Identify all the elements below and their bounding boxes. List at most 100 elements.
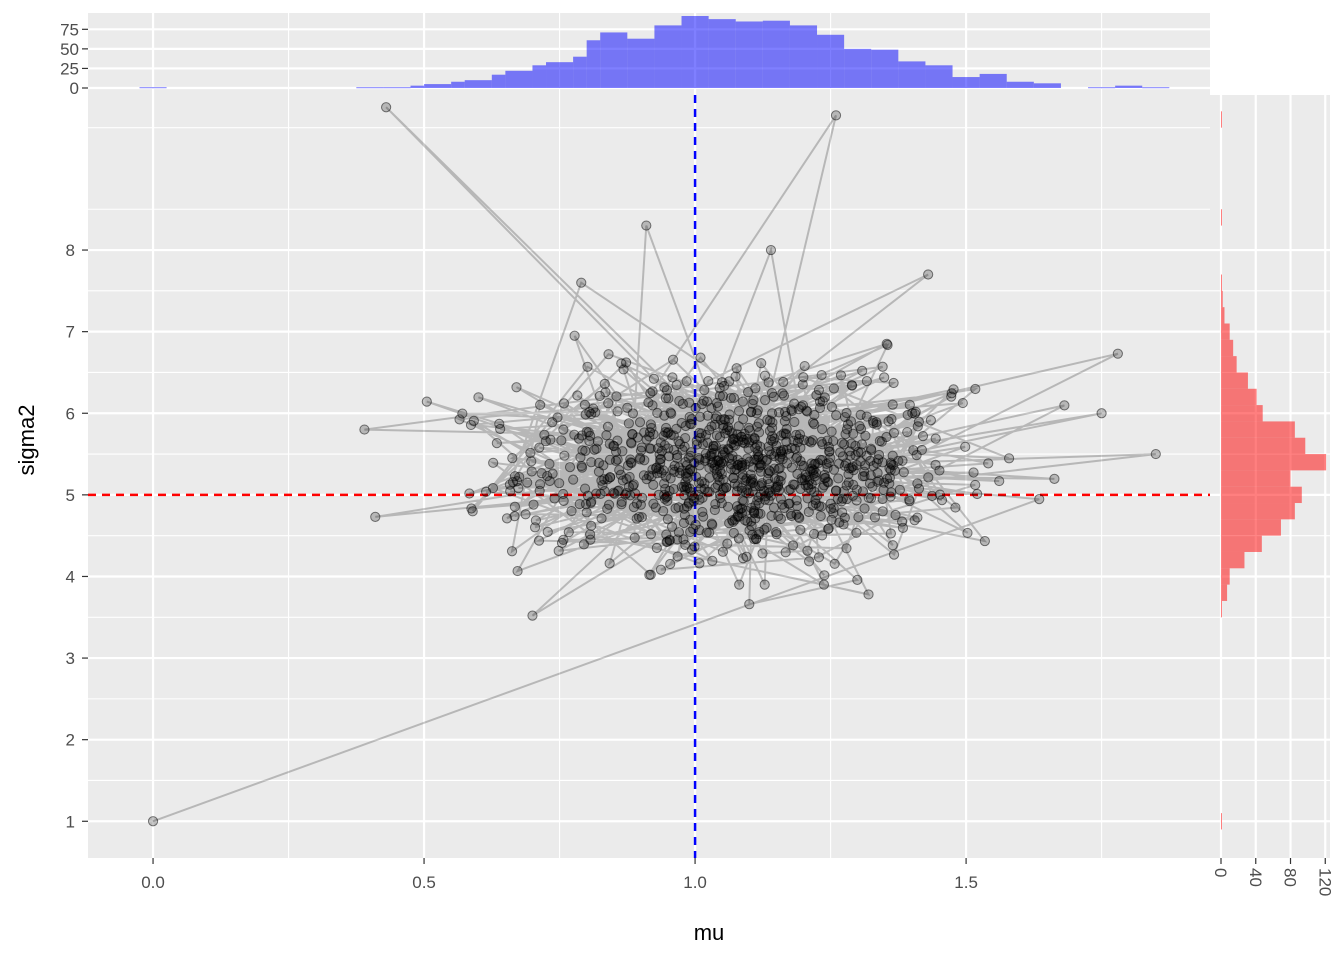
sample-point [648, 479, 659, 490]
sample-point [813, 384, 825, 396]
scatter-panel: 0.0 0.5 1.0 1.5 1 2 3 4 5 6 7 8 [66, 95, 1210, 892]
sample-point [457, 408, 468, 419]
sample-point [847, 380, 858, 391]
sample-point [568, 474, 579, 485]
sample-point [763, 488, 774, 499]
sample-point [930, 433, 941, 444]
mu-histogram-bar [789, 25, 818, 88]
sample-point [728, 392, 739, 403]
y-tick-label: 8 [66, 241, 75, 260]
sample-point [855, 409, 866, 420]
sample-point [843, 477, 854, 488]
sample-point [860, 460, 871, 471]
sample-point [714, 382, 725, 394]
sample-point [637, 492, 648, 503]
sample-point [1150, 448, 1161, 460]
sample-point [694, 454, 705, 465]
sample-point [534, 442, 545, 453]
sample-point [764, 486, 776, 498]
sample-point [819, 570, 830, 581]
mu-histogram-bar [627, 38, 655, 88]
sample-point [724, 518, 735, 529]
sample-point [658, 430, 669, 441]
sample-point [837, 507, 848, 518]
sample-point [693, 478, 705, 489]
y-tick-label: 5 [66, 486, 75, 505]
sample-point [830, 485, 842, 496]
sample-point [672, 551, 683, 562]
sample-point [564, 462, 576, 473]
sample-point [586, 496, 597, 507]
mu-histogram-bar [925, 65, 953, 88]
x-tick-label: 1.5 [954, 873, 978, 892]
sigma2-histogram-bar [1221, 568, 1230, 585]
sample-point [733, 405, 745, 417]
sample-point [890, 509, 901, 521]
sample-point [666, 521, 678, 532]
mu-histogram-bar [762, 20, 790, 89]
sample-point [627, 408, 639, 419]
sample-point [728, 434, 739, 445]
sample-point [522, 477, 533, 488]
sample-point [714, 390, 725, 401]
sample-point [788, 479, 799, 490]
y-tick-label: 2 [66, 731, 75, 750]
sample-point [586, 520, 597, 531]
sample-point [883, 416, 894, 427]
sample-point [728, 527, 739, 539]
sample-point [881, 473, 893, 484]
sample-point [778, 390, 790, 401]
sample-point [775, 446, 787, 458]
sample-point [558, 398, 570, 409]
sample-point [757, 548, 768, 559]
sample-point [601, 430, 612, 441]
sample-point [751, 454, 762, 466]
sample-point [495, 423, 506, 435]
sample-point [504, 479, 515, 490]
sample-point [695, 432, 706, 443]
mu-histogram-bar [546, 62, 574, 88]
sample-point [792, 468, 803, 480]
mu-histogram-bar [654, 25, 682, 88]
sample-point [926, 490, 938, 502]
sample-point [678, 534, 689, 545]
sample-point [830, 110, 842, 121]
sample-point [885, 491, 896, 502]
sample-point [814, 402, 826, 414]
sample-point [861, 411, 872, 422]
sample-point [817, 439, 828, 450]
sample-point [878, 484, 889, 495]
sample-point [612, 406, 623, 417]
sample-point [972, 488, 983, 500]
sample-point [622, 460, 634, 471]
sample-point [690, 402, 701, 414]
sample-point [930, 459, 941, 470]
mu-histogram-bar [451, 81, 465, 88]
sample-point [857, 486, 869, 497]
sample-point [807, 417, 819, 428]
sample-point [681, 376, 692, 387]
sample-point [542, 526, 553, 538]
sample-point [839, 460, 850, 471]
sample-point [668, 430, 679, 441]
sample-point [855, 447, 867, 458]
sample-point [671, 379, 682, 391]
sample-point [833, 473, 844, 484]
sample-point [764, 425, 776, 437]
sample-point [970, 383, 981, 395]
sample-point [699, 478, 710, 489]
sample-point [641, 220, 652, 231]
sample-point [547, 417, 558, 428]
sample-point [760, 455, 772, 467]
sample-point [704, 462, 715, 474]
sample-point [898, 467, 909, 478]
mu-histogram-bar [952, 77, 980, 88]
sigma2-histogram-bar [1221, 813, 1222, 830]
sample-point [799, 360, 810, 372]
sigma2-histogram-bar [1221, 519, 1281, 536]
sample-point [639, 455, 650, 466]
sample-point [576, 462, 588, 473]
top-y-tick-label: 0 [70, 79, 79, 98]
sample-point [792, 501, 803, 512]
sample-point [685, 464, 696, 475]
